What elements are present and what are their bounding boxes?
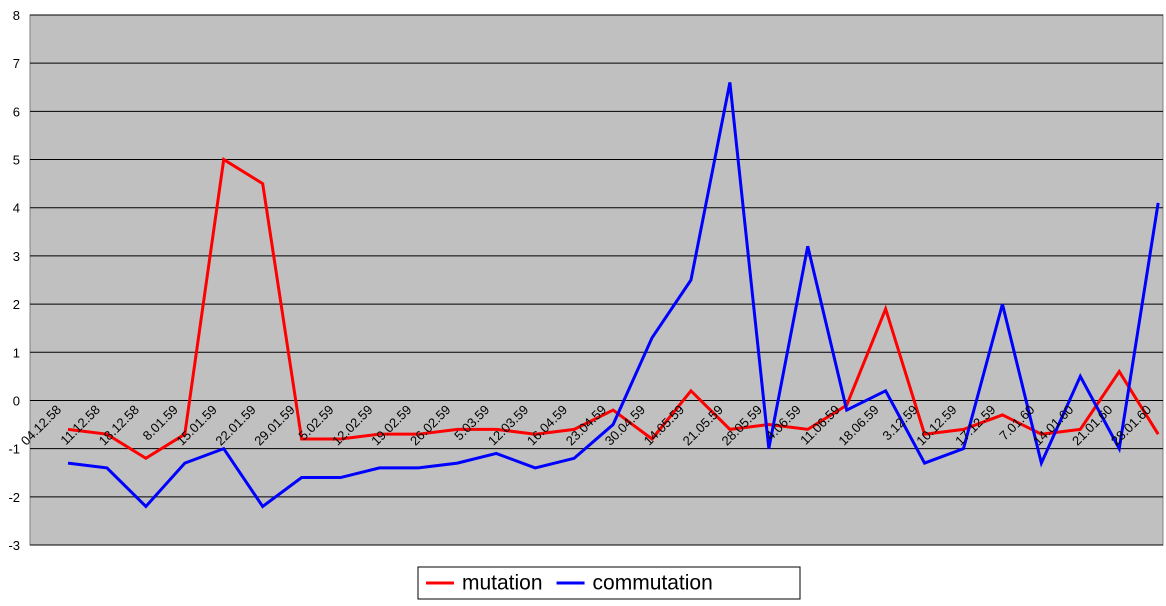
y-tick-label: 4 <box>13 201 20 216</box>
y-tick-label: 0 <box>13 393 20 408</box>
y-tick-label: -2 <box>8 490 20 505</box>
y-tick-label: 7 <box>13 56 20 71</box>
grid <box>30 14 1163 546</box>
y-tick-label: 8 <box>13 8 20 23</box>
legend-box <box>417 566 801 600</box>
y-tick-label: 3 <box>13 249 20 264</box>
y-tick-label: 2 <box>13 297 20 312</box>
y-tick-label: -1 <box>8 442 20 457</box>
y-tick-label: 6 <box>13 104 20 119</box>
y-tick-label: 1 <box>13 345 20 360</box>
legend: mutation commutation <box>426 572 713 595</box>
series-line <box>67 157 1160 461</box>
plot-area <box>29 14 1164 546</box>
legend-label: mutation <box>462 572 543 595</box>
legend-label: commutation <box>593 572 713 595</box>
y-tick-label: 5 <box>13 153 20 168</box>
series-line <box>67 82 1160 509</box>
lines <box>67 82 1160 509</box>
y-tick-label: -3 <box>8 538 20 553</box>
